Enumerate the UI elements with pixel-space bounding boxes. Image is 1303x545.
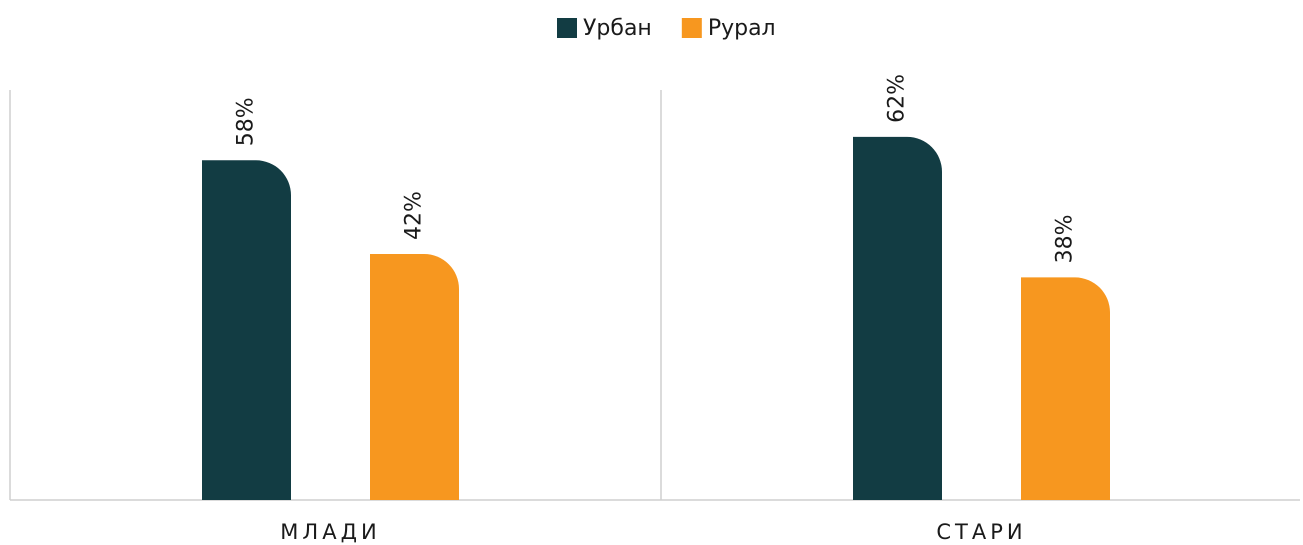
legend-swatch — [681, 18, 702, 38]
value-label: 62% — [885, 74, 910, 123]
value-label: 58% — [234, 97, 259, 146]
legend-label: Рурал — [708, 16, 776, 41]
bar — [853, 136, 942, 500]
value-label: 42% — [402, 191, 427, 240]
value-label: 38% — [1053, 215, 1078, 264]
legend-label: Урбан — [583, 16, 652, 41]
x-tick-label: МЛАДИ — [280, 520, 380, 544]
legend-swatch — [557, 18, 577, 38]
x-tick-label: СТАРИ — [936, 520, 1026, 544]
bar — [1021, 277, 1110, 500]
bar — [202, 160, 291, 501]
bar — [370, 254, 459, 500]
